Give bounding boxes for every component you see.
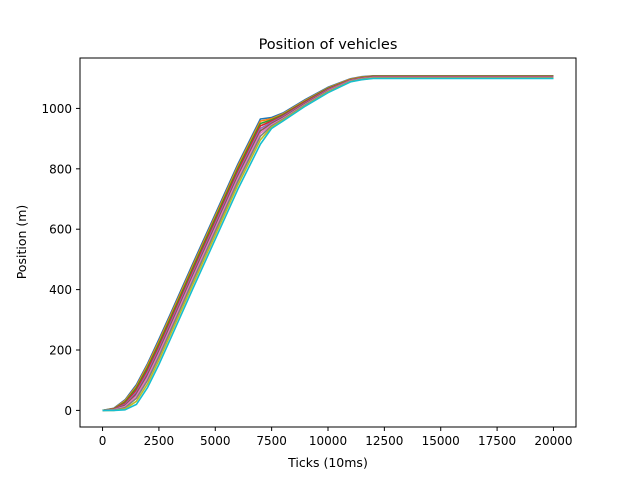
chart-title: Position of vehicles (259, 37, 398, 53)
x-tick-label: 15000 (422, 434, 460, 448)
x-tick-label: 2500 (144, 434, 175, 448)
y-tick-label: 600 (49, 223, 72, 237)
y-tick-label: 800 (49, 162, 72, 176)
y-tick-label: 200 (49, 343, 72, 357)
y-axis-ticks: 0 200 400 600 800 1000 (41, 102, 80, 418)
x-tick-label: 17500 (478, 434, 516, 448)
y-axis-label: Position (m) (14, 205, 29, 280)
x-axis-ticks: 0 2500 5000 7500 10000 12500 15000 17500 20000 (99, 427, 573, 448)
x-tick-label: 5000 (200, 434, 231, 448)
y-tick-label: 1000 (41, 102, 72, 116)
x-tick-label: 7500 (256, 434, 287, 448)
x-tick-label: 20000 (534, 434, 572, 448)
series-line-10 (102, 77, 554, 412)
series-lines (102, 75, 554, 412)
x-tick-label: 10000 (309, 434, 347, 448)
y-tick-label: 400 (49, 283, 72, 297)
y-tick-label: 0 (64, 404, 72, 418)
x-axis-label: Ticks (10ms) (287, 455, 368, 470)
x-tick-label: 12500 (365, 434, 403, 448)
x-tick-label: 0 (99, 434, 107, 448)
